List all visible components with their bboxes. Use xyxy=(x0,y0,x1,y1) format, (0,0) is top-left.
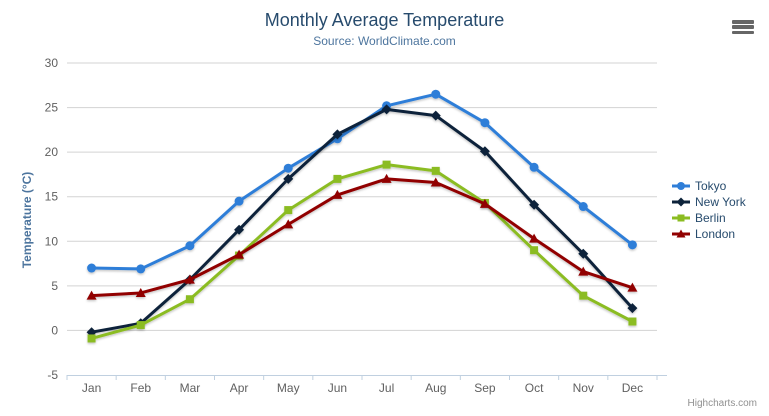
legend-item-london[interactable]: London xyxy=(672,226,746,242)
diamond-marker-icon xyxy=(672,197,690,207)
legend-item-berlin[interactable]: Berlin xyxy=(672,210,746,226)
chart-title: Monthly Average Temperature xyxy=(264,10,505,30)
x-tick-label: Mar xyxy=(180,381,201,395)
y-tick-label: 25 xyxy=(45,101,59,115)
square-marker-icon xyxy=(672,214,690,222)
x-tick-label: Jan xyxy=(82,381,101,395)
chart-subtitle: Source: WorldClimate.com xyxy=(313,34,456,48)
series-london[interactable] xyxy=(86,173,638,300)
y-tick-label: 10 xyxy=(45,234,59,248)
x-tick-label: Dec xyxy=(622,381,643,395)
x-tick-label: Aug xyxy=(425,381,446,395)
axis-labels: -5 0 5 10 15 20 25 30 Jan Feb Mar Apr May Jun Jul Aug Se… xyxy=(45,56,643,395)
y-tick-label: -5 xyxy=(47,368,58,382)
export-menu-button[interactable] xyxy=(731,20,755,36)
triangle-marker-icon xyxy=(672,229,690,238)
x-tick-label: Sep xyxy=(474,381,496,395)
hamburger-icon xyxy=(732,20,754,24)
circle-marker-icon xyxy=(672,182,690,190)
x-tick-label: Feb xyxy=(130,381,151,395)
legend-item-tokyo[interactable]: Tokyo xyxy=(672,178,746,194)
axis-lines xyxy=(66,375,667,380)
x-tick-label: Jul xyxy=(379,381,394,395)
legend-item-new-york[interactable]: New York xyxy=(672,194,746,210)
legend: Tokyo New York Berlin London xyxy=(672,178,746,242)
y-tick-label: 20 xyxy=(45,145,59,159)
y-tick-label: 15 xyxy=(45,190,59,204)
series-tokyo[interactable] xyxy=(87,89,637,274)
x-tick-label: May xyxy=(277,381,300,395)
series-new-york[interactable] xyxy=(86,104,638,338)
legend-label: Tokyo xyxy=(695,179,727,193)
legend-label: London xyxy=(695,227,736,241)
x-tick-label: Jun xyxy=(328,381,347,395)
credits-link[interactable]: Highcharts.com xyxy=(687,398,757,409)
legend-label: New York xyxy=(695,195,746,209)
y-tick-label: 30 xyxy=(45,56,59,70)
x-tick-label: Apr xyxy=(230,381,249,395)
series-lines xyxy=(86,89,638,343)
y-tick-label: 0 xyxy=(51,323,58,337)
x-tick-label: Oct xyxy=(525,381,544,395)
x-tick-label: Nov xyxy=(573,381,594,395)
legend-label: Berlin xyxy=(695,211,726,225)
y-tick-label: 5 xyxy=(51,279,58,293)
